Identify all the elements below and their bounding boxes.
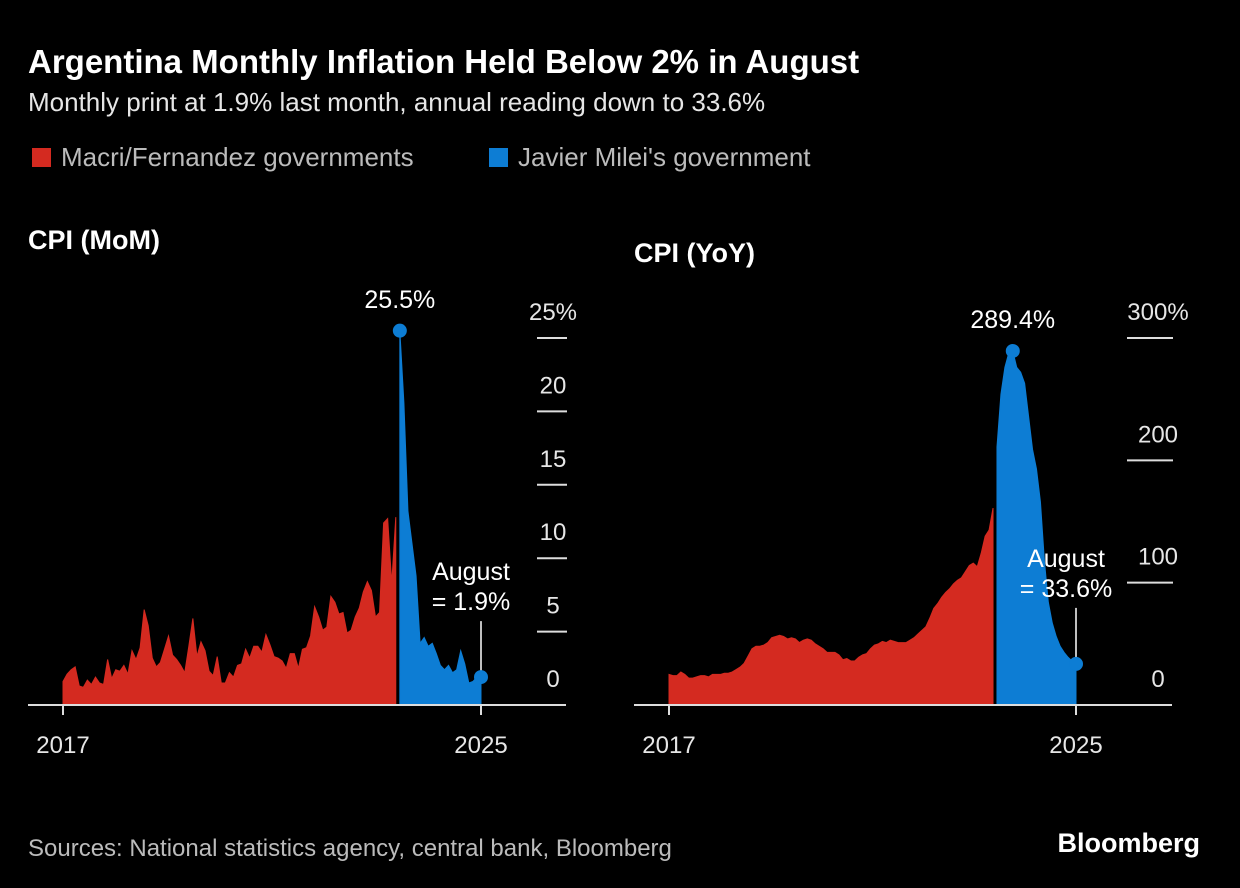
value-label: 289.4% [970, 305, 1056, 334]
legend-label: Javier Milei's government [518, 142, 811, 172]
legend-label: Macri/Fernandez governments [61, 142, 414, 172]
point [1069, 656, 1083, 671]
legend-swatch [32, 148, 51, 167]
area [62, 517, 397, 706]
x-tick-label: 2017 [36, 732, 89, 759]
point [474, 670, 488, 685]
brand-logo: Bloomberg [1057, 828, 1200, 858]
y-tick-label: 200 [1138, 421, 1178, 448]
point [1005, 343, 1020, 358]
y-tick-label: 25% [529, 299, 577, 326]
value-label: August = 33.6% [1019, 544, 1113, 603]
value-label: 25.5% [364, 285, 436, 314]
y-tick-label: 15 [540, 446, 567, 473]
area [399, 330, 482, 706]
y-tick-label: 300% [1127, 299, 1188, 326]
y-tick-label: 0 [1151, 666, 1164, 693]
y-tick-label: 0 [546, 666, 559, 693]
legend-swatch [489, 148, 508, 167]
title: Argentina Monthly Inflation Held Below 2… [28, 43, 859, 80]
y-tick-label: 10 [540, 519, 567, 546]
y-tick-label: 100 [1138, 544, 1178, 571]
panel-title: CPI (YoY) [634, 238, 755, 268]
area [668, 507, 994, 706]
area [996, 350, 1077, 706]
point [392, 323, 407, 338]
x-tick-label: 2025 [1049, 732, 1102, 759]
x-tick-label: 2025 [454, 732, 507, 759]
subtitle: Monthly print at 1.9% last month, annual… [28, 87, 765, 117]
panel-title: CPI (MoM) [28, 225, 160, 255]
value-label: August = 1.9% [431, 558, 511, 617]
y-tick-label: 20 [540, 372, 567, 399]
x-tick-label: 2017 [642, 732, 695, 759]
source: Sources: National statistics agency, cen… [28, 835, 672, 862]
y-tick-label: 5 [546, 593, 559, 620]
